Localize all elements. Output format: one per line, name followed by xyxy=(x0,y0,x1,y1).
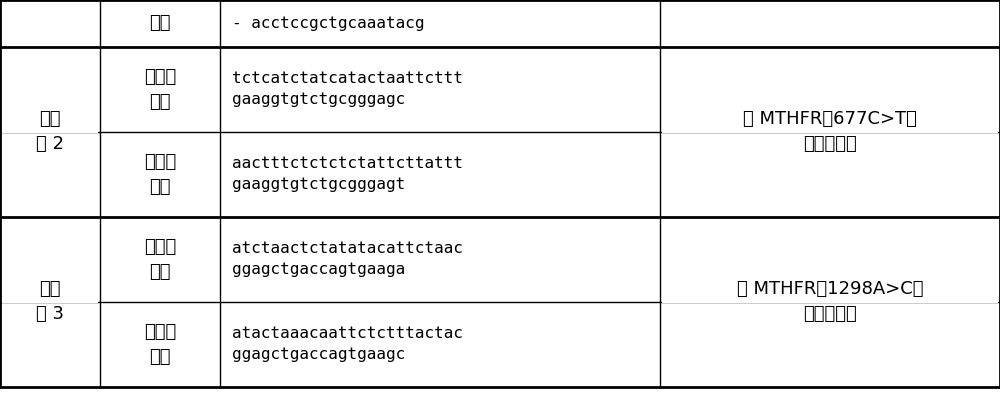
Text: atactaaacaattctctttactac
ggagctgaccagtgaagc: atactaaacaattctctttactac ggagctgaccagtga… xyxy=(232,326,463,362)
Text: 探针
对 3: 探针 对 3 xyxy=(36,280,64,323)
Text: atctaactctatatacattctaac
ggagctgaccagtgaaga: atctaactctatatacattctaac ggagctgaccagtga… xyxy=(232,241,463,277)
Text: 野生型
探针: 野生型 探针 xyxy=(144,238,176,281)
Text: tctcatctatcatactaattcttt
gaaggtgtctgcgggagc: tctcatctatcatactaattcttt gaaggtgtctgcggg… xyxy=(232,71,463,107)
Text: 是 MTHFR（1298A>C）
的特异探针: 是 MTHFR（1298A>C） 的特异探针 xyxy=(737,280,923,323)
Text: 野生型
探针: 野生型 探针 xyxy=(144,68,176,111)
Text: 探针: 探针 xyxy=(149,14,171,32)
Text: 突变型
探针: 突变型 探针 xyxy=(144,323,176,366)
Text: - acctccgctgcaaatacg: - acctccgctgcaaatacg xyxy=(232,16,424,31)
Text: 是 MTHFR（677C>T）
的特异探针: 是 MTHFR（677C>T） 的特异探针 xyxy=(743,110,917,153)
Polygon shape xyxy=(2,130,98,133)
Polygon shape xyxy=(662,130,998,133)
Polygon shape xyxy=(662,301,998,303)
Text: 突变型
探针: 突变型 探针 xyxy=(144,153,176,196)
Text: 探针
对 2: 探针 对 2 xyxy=(36,110,64,153)
Polygon shape xyxy=(2,301,98,303)
Text: aactttctctctctattcttattt
gaaggtgtctgcgggagt: aactttctctctctattcttattt gaaggtgtctgcggg… xyxy=(232,156,463,192)
